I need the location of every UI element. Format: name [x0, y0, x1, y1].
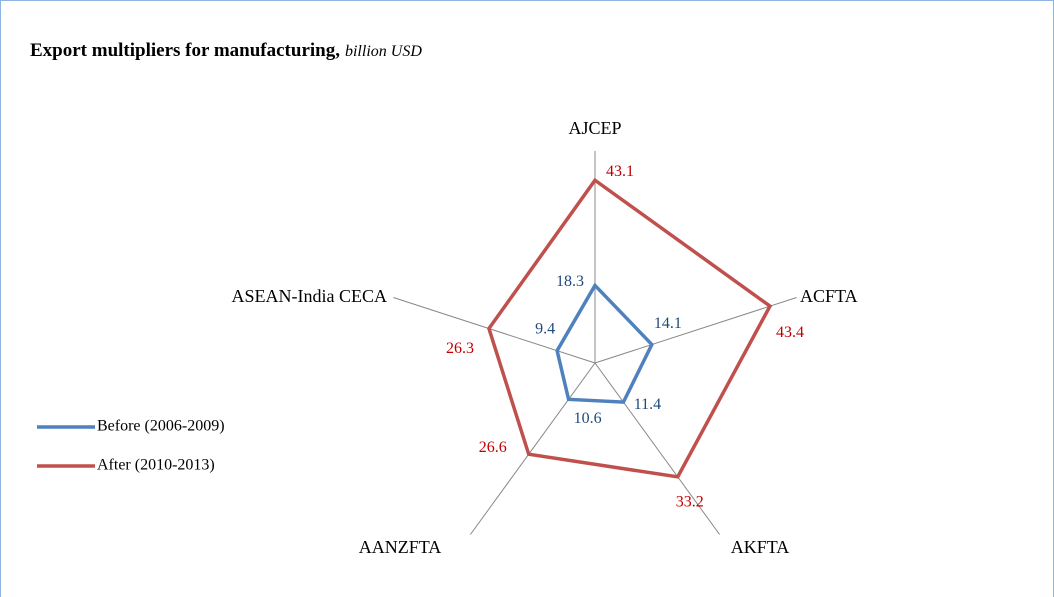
series-line — [555, 282, 654, 404]
category-label: ASEAN-India CECA — [232, 286, 388, 306]
category-label: AKFTA — [731, 537, 790, 557]
category-label: AJCEP — [568, 118, 621, 138]
axis-spoke — [594, 297, 797, 364]
axis-spoke — [594, 362, 721, 535]
value-label: 26.6 — [479, 439, 507, 456]
series-line — [487, 177, 773, 479]
value-label: 14.1 — [654, 315, 682, 332]
value-label: 43.1 — [606, 163, 634, 180]
axis-spoke — [469, 362, 596, 535]
value-label: 10.6 — [574, 410, 602, 427]
chart-subtitle: billion USD — [345, 43, 422, 60]
value-label: 18.3 — [556, 273, 584, 290]
legend-label: After (2010-2013) — [97, 457, 215, 474]
category-label: ACFTA — [800, 286, 858, 306]
value-label: 11.4 — [634, 396, 661, 413]
axis-spoke — [393, 297, 596, 364]
value-label: 9.4 — [535, 320, 555, 337]
value-label: 26.3 — [446, 340, 474, 357]
category-label: AANZFTA — [359, 537, 442, 557]
chart-title-group: Export multipliers for manufacturing, bil… — [30, 40, 422, 61]
value-label: 33.2 — [676, 494, 704, 511]
value-label: 43.4 — [776, 324, 804, 341]
legend-label: Before (2006-2009) — [97, 418, 225, 435]
chart-title: Export multipliers for manufacturing, — [30, 40, 340, 61]
